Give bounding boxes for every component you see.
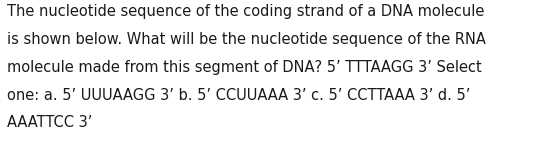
Text: AAATTCC 3’: AAATTCC 3’ (7, 115, 92, 130)
Text: The nucleotide sequence of the coding strand of a DNA molecule: The nucleotide sequence of the coding st… (7, 4, 484, 19)
Text: one: a. 5’ UUUAAGG 3’ b. 5’ CCUUAAA 3’ c. 5’ CCTTAAA 3’ d. 5’: one: a. 5’ UUUAAGG 3’ b. 5’ CCUUAAA 3’ c… (7, 88, 470, 103)
Text: is shown below. What will be the nucleotide sequence of the RNA: is shown below. What will be the nucleot… (7, 32, 485, 47)
Text: molecule made from this segment of DNA? 5’ TTTAAGG 3’ Select: molecule made from this segment of DNA? … (7, 60, 482, 75)
